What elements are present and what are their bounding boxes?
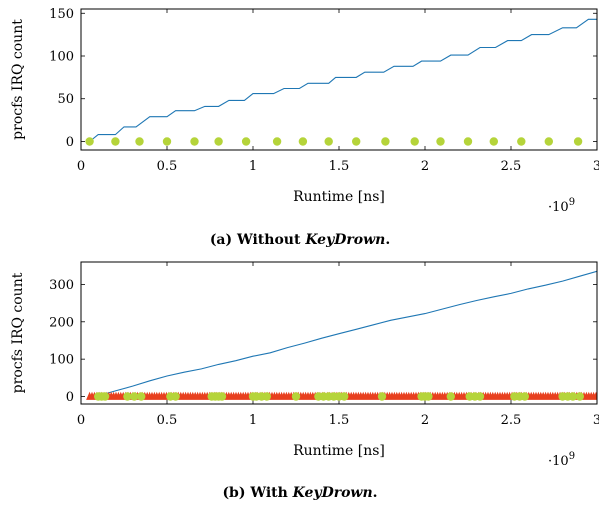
data-point — [575, 392, 584, 401]
y-tick-label: 300 — [49, 278, 74, 293]
data-point — [489, 137, 498, 146]
data-point — [241, 137, 251, 146]
data-point — [520, 392, 529, 401]
y-tick-label: 200 — [49, 315, 74, 330]
caption-emphasis: KeyDrown — [292, 485, 373, 501]
x-tick-label: 3 — [593, 413, 599, 428]
data-point — [568, 392, 578, 401]
x-tick-label: 2 — [421, 413, 429, 428]
data-point — [424, 392, 433, 401]
x-tick-label: 1.5 — [329, 413, 350, 428]
y-tick-label: 0 — [66, 390, 74, 405]
data-point — [100, 392, 110, 401]
caption-emphasis: KeyDrown — [304, 232, 385, 248]
x-tick-label: 2.5 — [501, 159, 522, 174]
data-point — [135, 137, 144, 146]
y-axis-label: procfs IRQ count — [10, 272, 26, 393]
data-point — [340, 392, 349, 401]
x-tick-label: 1 — [249, 413, 257, 428]
x-tick-label: 2 — [421, 159, 429, 174]
data-point — [436, 137, 445, 146]
x-axis-label: Runtime [ns] — [293, 189, 385, 205]
x-axis-multiplier-exponent: 9 — [569, 451, 575, 462]
data-point — [171, 392, 180, 401]
data-point — [111, 137, 120, 146]
x-tick-label: 3 — [593, 159, 599, 174]
x-tick-label: 0 — [77, 159, 85, 174]
data-point — [85, 137, 94, 146]
irq-count-line — [89, 18, 597, 142]
x-axis-multiplier: ·109 — [548, 451, 575, 469]
data-point — [291, 392, 301, 401]
data-point — [446, 392, 455, 401]
y-tick-label: 50 — [57, 92, 74, 107]
x-tick-label: 1 — [249, 159, 257, 174]
data-point — [573, 137, 583, 146]
data-point — [262, 392, 271, 401]
data-point — [410, 137, 419, 146]
figure-caption: (a) Without KeyDrown. — [210, 232, 390, 248]
data-point — [272, 137, 282, 146]
y-axis-label: procfs IRQ count — [10, 19, 26, 140]
data-point — [475, 392, 485, 401]
data-point — [324, 137, 333, 146]
y-tick-label: 0 — [66, 135, 74, 150]
data-point — [463, 137, 473, 146]
figure-caption: (b) With KeyDrown. — [222, 485, 377, 501]
x-axis-multiplier-exponent: 9 — [569, 197, 575, 208]
data-point — [214, 137, 223, 146]
plot-data — [86, 270, 597, 401]
y-tick-label: 150 — [49, 7, 74, 22]
data-point — [377, 392, 387, 401]
caption-suffix: . — [385, 232, 390, 248]
caption-prefix: (b) With — [222, 485, 292, 501]
data-point — [544, 137, 553, 146]
data-point — [352, 137, 361, 146]
plot-frame — [80, 261, 598, 405]
irq-count-line — [98, 270, 597, 397]
data-point — [190, 137, 199, 146]
plot-data — [85, 18, 597, 146]
plot-frame — [80, 8, 598, 151]
x-axis-multiplier: ·109 — [548, 197, 575, 215]
y-tick-label: 100 — [49, 353, 74, 368]
y-tick-label: 100 — [49, 50, 74, 65]
x-tick-label: 2.5 — [501, 413, 522, 428]
x-tick-label: 0.5 — [157, 413, 178, 428]
data-point — [137, 392, 146, 401]
caption-prefix: (a) Without — [210, 232, 306, 248]
chart-panel-b: 0 0.5 1 1.5 2 2.5 3 0 100 200 300 Runtime [ns] procf… — [10, 261, 599, 501]
data-point — [381, 137, 390, 146]
x-tick-label: 1.5 — [329, 159, 350, 174]
data-point — [123, 392, 132, 401]
x-tick-label: 0 — [77, 413, 85, 428]
data-point — [130, 392, 139, 401]
x-axis-label: Runtime [ns] — [293, 443, 385, 459]
caption-suffix: . — [373, 485, 378, 501]
chart-panel-a: 0 0.5 1 1.5 2 2.5 3 0 50 100 150 Runtime [ns] procfs… — [10, 7, 599, 248]
data-point — [162, 137, 172, 146]
x-tick-label: 0.5 — [157, 159, 178, 174]
data-point — [217, 392, 227, 401]
data-point — [517, 137, 526, 146]
data-point — [298, 137, 308, 146]
